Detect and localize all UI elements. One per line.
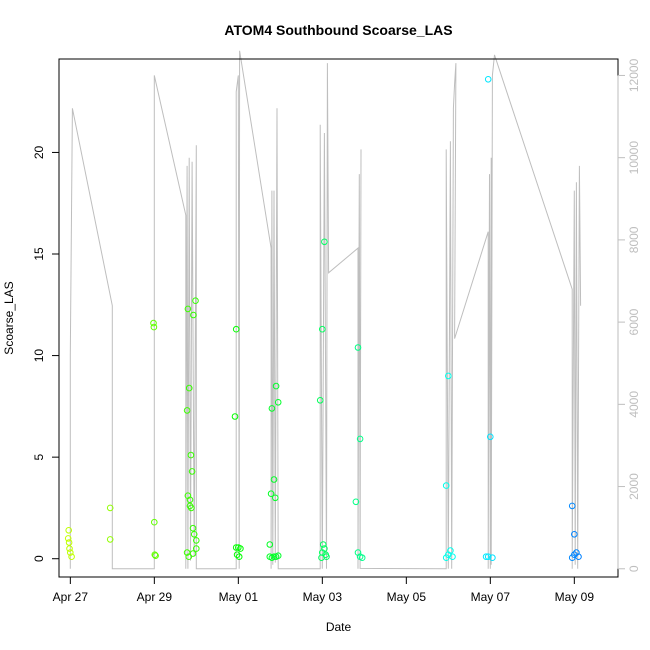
data-point [235,553,243,561]
x-tick-label: May 01 [219,590,259,604]
data-point [484,76,492,83]
data-point [68,553,75,561]
data-point [319,325,326,333]
data-point [268,405,276,412]
data-point [270,476,278,483]
data-point [189,524,197,532]
data-point [187,451,195,459]
right-tick-label: 4000 [627,391,641,418]
x-tick-label: Apr 29 [137,590,173,604]
chart-title: ATOM4 Southbound Scoarse_LAS [224,22,452,38]
data-point [442,554,450,562]
data-point [233,551,241,559]
data-point [575,553,582,561]
x-tick-label: May 09 [555,590,595,604]
data-point [449,553,456,561]
data-point [484,553,492,561]
data-point [272,382,280,390]
data-point [237,545,244,552]
data-point [185,384,193,392]
x-axis-label: Date [326,620,352,634]
secondary-series-line [69,50,582,570]
data-point [354,344,362,351]
data-point [274,552,282,560]
data-point [352,498,360,506]
data-point [190,531,198,538]
data-point [190,311,197,319]
data-point [319,541,327,548]
data-point [67,549,74,556]
plot-frame [58,58,619,578]
data-point [193,537,200,544]
data-point [318,554,325,562]
x-tick-label: May 05 [387,590,427,604]
right-tick-label: 12000 [627,58,641,92]
data-point [189,550,197,557]
data-point [106,504,114,512]
data-point [571,531,578,538]
data-point [192,297,199,305]
y-tick-label: 5 [32,453,46,460]
secondary-series-trace [69,50,582,570]
right-tick-label: 10000 [627,141,641,175]
data-point [193,545,200,552]
data-point [266,541,274,548]
data-point [184,305,192,313]
data-point [150,319,157,327]
data-point [184,492,192,500]
right-tick-label: 0 [627,565,641,572]
data-point [188,504,195,512]
data-point [442,482,450,489]
data-point [267,490,275,498]
data-point [445,372,452,380]
data-point [188,468,196,475]
x-tick-label: May 07 [471,590,511,604]
right-tick-label: 2000 [627,473,641,500]
y-tick-label: 20 [32,145,46,159]
x-tick-label: Apr 27 [53,590,89,604]
data-point [65,527,72,534]
data-point [150,323,158,331]
data-point [232,544,240,551]
x-tick-label: May 03 [303,590,343,604]
data-point [66,545,73,552]
y-tick-label: 10 [32,349,46,363]
right-tick-label: 6000 [627,308,641,335]
data-point [356,435,364,443]
data-point [64,535,72,542]
data-point [231,413,239,420]
data-point [482,553,490,561]
data-point [183,407,191,414]
data-point [568,554,576,562]
data-point [151,518,158,526]
data-point [274,399,282,406]
data-point [106,536,114,543]
data-point [316,397,324,404]
data-point [270,553,278,561]
data-point [321,238,328,246]
data-point [152,552,159,560]
y-tick-label: 15 [32,247,46,261]
data-point [272,494,279,502]
y-tick-label: 0 [32,555,46,562]
data-point [487,433,494,441]
axes: Apr 27 Apr 29 May 01 May 03 May 05 May 07 May … [32,58,641,604]
right-tick-label: 8000 [627,226,641,253]
data-point [489,554,496,562]
data-point [568,502,576,510]
data-point [358,554,366,562]
data-point [151,551,159,559]
data-point [65,539,73,546]
data-point [232,325,240,333]
data-point [185,553,193,561]
data-points [64,76,582,562]
y-axis-label: Scoarse_LAS [2,281,16,354]
